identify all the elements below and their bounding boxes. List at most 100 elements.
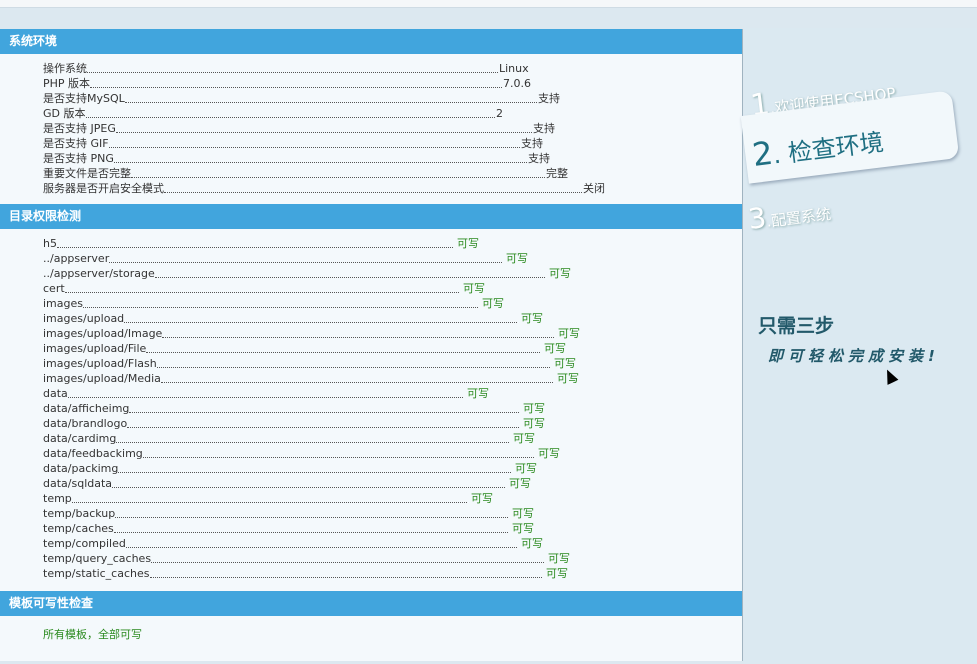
dotted-leader [146,352,540,353]
check-label: temp/query_caches [43,552,152,565]
check-row: 重要文件是否完整 完整 [43,166,742,181]
check-label: data/feedbackimg [43,447,143,460]
check-row: cert 可写 [43,281,742,296]
check-value: 可写 [558,327,580,340]
dotted-leader [87,72,498,73]
check-row: images/upload/File 可写 [43,341,742,356]
dotted-leader [156,367,550,368]
dotted-leader [151,562,544,563]
check-row: 服务器是否开启安全模式 关闭 [43,181,742,196]
check-value: 可写 [549,267,571,280]
check-label: temp/caches [43,522,114,535]
check-label: PHP 版本 [43,77,91,90]
check-row: 是否支持 GIF 支持 [43,136,742,151]
dotted-leader [56,247,453,248]
check-value: 可写 [512,507,534,520]
check-value: 可写 [546,567,568,580]
section-header-templates: 模板可写性检查 [0,591,742,616]
check-value: 可写 [513,432,535,445]
mouse-cursor-icon [881,367,899,385]
check-value: 可写 [521,312,543,325]
dotted-leader [112,487,505,488]
slogan-line1: 只需三步 [758,315,835,337]
check-value: 支持 [521,137,543,150]
check-label: 是否支持 JPEG [43,122,116,135]
check-value: 2 [496,107,503,120]
check-label: 是否支持 PNG [43,152,114,165]
check-value: 可写 [557,372,579,385]
slogan-line2: 即可轻松完成安装! [768,347,940,365]
dotted-leader [142,457,534,458]
check-value: 可写 [509,477,531,490]
check-label: temp/static_caches [43,567,150,580]
dotted-leader [162,337,554,338]
check-label: 重要文件是否完整 [43,167,131,180]
check-value: 可写 [482,297,504,310]
check-row: GD 版本 2 [43,106,742,121]
check-label: data/brandlogo [43,417,128,430]
check-row: 操作系统 Linux [43,61,742,76]
dotted-leader [164,192,582,193]
check-label: temp/compiled [43,537,126,550]
check-value: 可写 [544,342,566,355]
check-value: 关闭 [583,182,605,195]
step-number: 3 [746,200,769,236]
check-row: data/afficheimg 可写 [43,401,742,416]
check-value: 支持 [533,122,555,135]
check-label: data/cardimg [43,432,117,445]
dotted-leader [116,442,509,443]
dotted-leader [67,397,463,398]
dotted-leader [125,547,517,548]
check-row: images 可写 [43,296,742,311]
check-panel: 系统环境 操作系统 Linux PHP 版本 7.0.6 是否支持MySQL 支持 GD 版… [0,29,743,661]
dir-permission-list: h5 可写 ../appserver 可写 ../appserver/storage 可写… [0,229,742,589]
check-value: 可写 [457,237,479,250]
steps-sidebar: 1.欢迎使用ECSHOP 2. 检查环境 3.配置系统 只需三步 即可轻松完成安… [740,28,977,664]
check-label: GD 版本 [43,107,86,120]
check-label: h5 [43,237,57,250]
check-value: Linux [499,62,529,75]
section-header-dirs: 目录权限检测 [0,204,742,229]
check-value: 支持 [538,92,560,105]
dotted-leader [154,277,545,278]
check-row: temp 可写 [43,491,742,506]
dotted-leader [127,427,519,428]
check-row: 是否支持MySQL 支持 [43,91,742,106]
check-label: temp/backup [43,507,116,520]
check-row: data/cardimg 可写 [43,431,742,446]
check-row: images/upload 可写 [43,311,742,326]
step-number: 2 [750,133,776,174]
check-value: 可写 [471,492,493,505]
check-value: 可写 [463,282,485,295]
check-row: temp/backup 可写 [43,506,742,521]
dotted-leader [83,307,478,308]
check-row: data/sqldata 可写 [43,476,742,491]
check-row: data/brandlogo 可写 [43,416,742,431]
check-value: 可写 [512,522,534,535]
check-row: data 可写 [43,386,742,401]
check-value: 可写 [538,447,560,460]
check-label: data/sqldata [43,477,113,490]
check-value: 可写 [467,387,489,400]
dotted-leader [113,532,508,533]
check-label: images/upload [43,312,125,325]
check-value: 可写 [515,462,537,475]
dotted-leader [109,262,502,263]
check-row: images/upload/Image 可写 [43,326,742,341]
dotted-leader [64,292,459,293]
system-env-list: 操作系统 Linux PHP 版本 7.0.6 是否支持MySQL 支持 GD 版本 2 是否支… [0,54,742,204]
check-label: 是否支持 GIF [43,137,109,150]
check-label: images/upload/Image [43,327,163,340]
check-row: 是否支持 JPEG 支持 [43,121,742,136]
check-label: images/upload/Flash [43,357,157,370]
dotted-leader [149,577,542,578]
check-row: images/upload/Media 可写 [43,371,742,386]
top-bar [0,0,977,8]
section-header-system: 系统环境 [0,29,742,54]
check-row: temp/static_caches 可写 [43,566,742,581]
check-label: 是否支持MySQL [43,92,125,105]
check-label: ../appserver/storage [43,267,155,280]
dotted-leader [118,472,511,473]
check-value: 可写 [554,357,576,370]
check-row: ../appserver/storage 可写 [43,266,742,281]
